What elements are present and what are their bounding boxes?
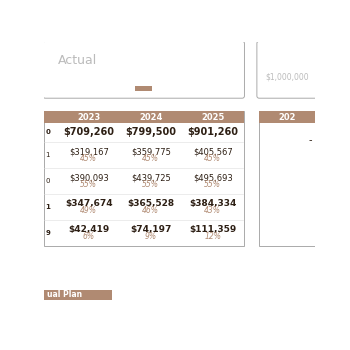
Text: 45%: 45%	[80, 154, 97, 163]
Text: 0: 0	[45, 129, 50, 135]
Text: 45%: 45%	[204, 154, 221, 163]
Text: 46%: 46%	[142, 206, 159, 215]
Text: $405,567: $405,567	[193, 147, 233, 156]
Text: 55%: 55%	[80, 180, 97, 189]
Text: 55%: 55%	[204, 180, 221, 189]
Text: $111,359: $111,359	[189, 225, 236, 234]
Text: -: -	[308, 135, 312, 145]
Text: 55%: 55%	[142, 180, 159, 189]
Text: 202: 202	[278, 113, 296, 121]
Text: 9: 9	[45, 230, 50, 236]
Text: $359,775: $359,775	[131, 147, 171, 156]
Text: 49%: 49%	[80, 206, 97, 215]
Text: 9%: 9%	[145, 232, 157, 241]
Text: $42,419: $42,419	[68, 225, 109, 234]
Text: $365,528: $365,528	[127, 199, 174, 208]
Text: $495,693: $495,693	[193, 173, 233, 182]
FancyBboxPatch shape	[259, 111, 315, 246]
Text: 2025: 2025	[201, 113, 224, 121]
Text: ual Plan: ual Plan	[47, 290, 82, 300]
FancyBboxPatch shape	[257, 41, 317, 98]
Text: 45%: 45%	[142, 154, 159, 163]
FancyBboxPatch shape	[44, 290, 112, 300]
Text: 2024: 2024	[139, 113, 162, 121]
Text: $439,725: $439,725	[131, 173, 170, 182]
Text: $347,674: $347,674	[65, 199, 112, 208]
FancyBboxPatch shape	[135, 86, 152, 91]
Text: $319,167: $319,167	[69, 147, 108, 156]
Text: 0: 0	[45, 178, 50, 184]
Text: 1: 1	[45, 204, 50, 210]
FancyBboxPatch shape	[44, 111, 244, 246]
Text: Actual: Actual	[58, 54, 97, 67]
Text: $384,334: $384,334	[189, 199, 236, 208]
Text: $1,000,000: $1,000,000	[265, 73, 309, 82]
Text: $74,197: $74,197	[130, 225, 172, 234]
FancyBboxPatch shape	[259, 111, 315, 123]
Text: $901,260: $901,260	[187, 127, 238, 137]
Text: 12%: 12%	[204, 232, 221, 241]
Text: 1: 1	[45, 152, 50, 158]
Text: $390,093: $390,093	[69, 173, 108, 182]
Text: 43%: 43%	[204, 206, 221, 215]
Text: 2023: 2023	[77, 113, 100, 121]
Text: $799,500: $799,500	[125, 127, 176, 137]
FancyBboxPatch shape	[43, 41, 244, 98]
FancyBboxPatch shape	[44, 111, 244, 123]
Text: $709,260: $709,260	[63, 127, 114, 137]
Text: 6%: 6%	[83, 232, 95, 241]
